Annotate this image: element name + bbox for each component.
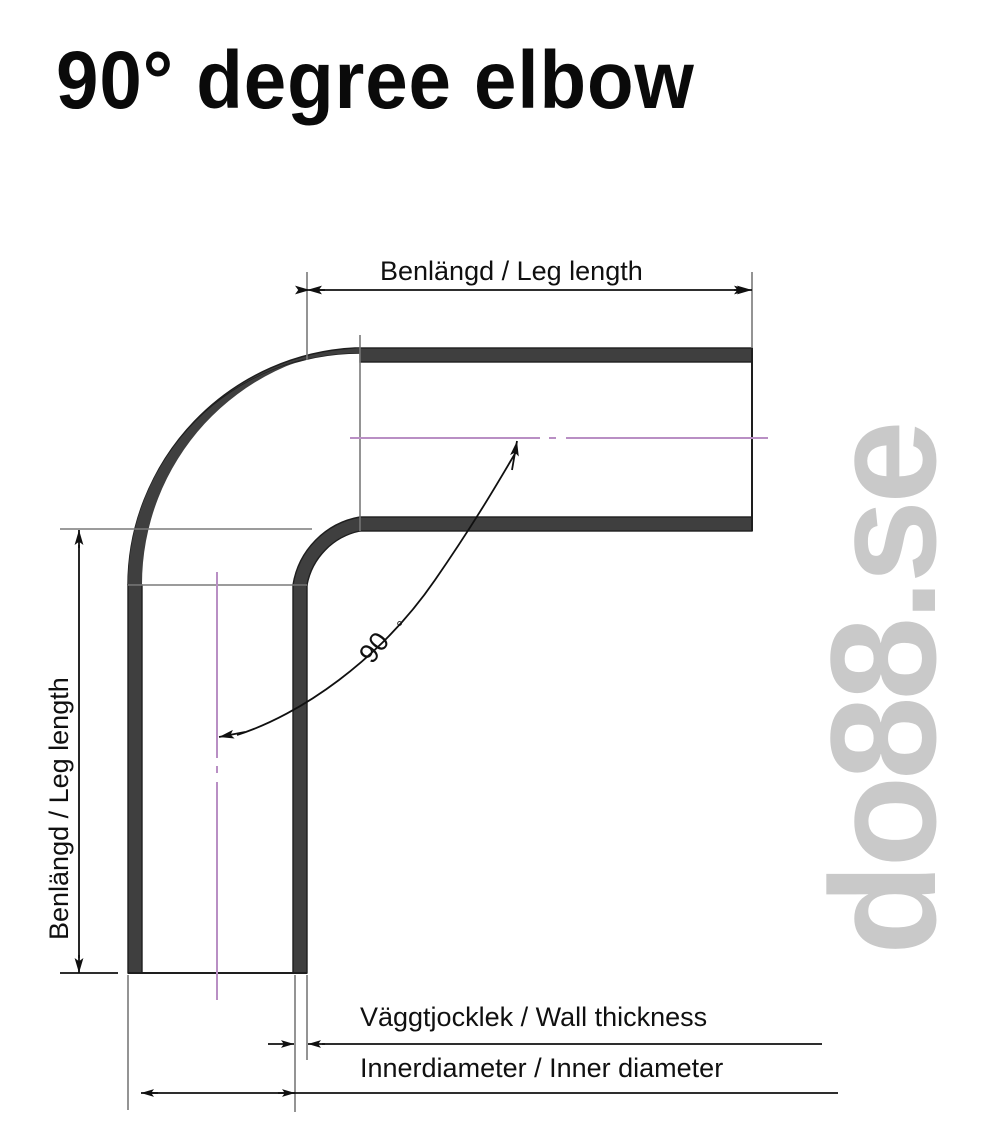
- dimension-wall-thickness: Väggtjocklek / Wall thickness: [268, 1002, 822, 1048]
- page-title: 90° degree elbow: [56, 35, 695, 126]
- angle-arrow-to-vertical-centerline: [218, 729, 246, 739]
- dimension-top-leg-length: Benlängd / Leg length: [295, 256, 752, 295]
- vertical-leg-left-wall: [127, 584, 143, 974]
- horizontal-leg-bottom-wall: [359, 516, 753, 532]
- watermark-do88se: do88.se: [799, 424, 967, 955]
- dimension-label-top-leg-length: Benlängd / Leg length: [380, 256, 643, 286]
- watermark-text: do88.se: [799, 424, 967, 955]
- dimension-label-wall-thickness: Väggtjocklek / Wall thickness: [360, 1002, 707, 1032]
- elbow-body: [127, 347, 753, 974]
- dimension-angle-90: 90 °: [218, 440, 519, 739]
- construction-lines: [60, 272, 753, 1112]
- angle-arrow-to-horizontal-centerline: [510, 440, 519, 471]
- centerlines: [216, 437, 768, 1000]
- angle-label-value: 90: [353, 627, 395, 669]
- vertical-leg-right-wall: [292, 584, 308, 974]
- dimension-label-inner-diameter: Innerdiameter / Inner diameter: [360, 1053, 723, 1083]
- dimension-inner-diameter: Innerdiameter / Inner diameter: [141, 1053, 838, 1097]
- dimension-left-leg-length: Benlängd / Leg length: [44, 530, 118, 974]
- angle-arc-leader: [236, 451, 517, 736]
- horizontal-leg-top-wall: [359, 347, 753, 363]
- elbow-inner-arc: [292, 516, 361, 586]
- dimension-label-left-leg-length: Benlängd / Leg length: [44, 677, 74, 940]
